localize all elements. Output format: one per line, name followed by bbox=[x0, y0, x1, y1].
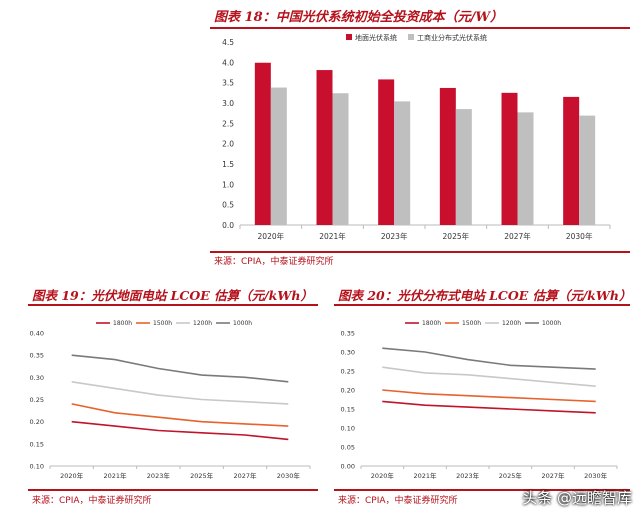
figure-18-title: 图表 18：中国光伏系统初始全投资成本（元/W） bbox=[214, 10, 503, 25]
figure-20-bottom-rule bbox=[334, 489, 630, 491]
bar-ground-pv bbox=[254, 62, 271, 225]
y-tick-label: 0.25 bbox=[30, 396, 44, 404]
y-tick-label: 0.05 bbox=[341, 444, 355, 452]
x-tick-label: 2025年 bbox=[443, 231, 470, 241]
x-tick-label: 2030年 bbox=[566, 231, 593, 241]
y-tick-label: 1.0 bbox=[222, 180, 234, 189]
bar-ground-pv bbox=[378, 79, 395, 225]
figure-19-title: 图表 19：光伏地面电站 LCOE 估算（元/kWh） bbox=[32, 288, 313, 303]
y-tick-label: 0.30 bbox=[30, 374, 44, 382]
y-tick-label: 0.20 bbox=[341, 387, 355, 395]
legend-label: 1500h bbox=[153, 320, 172, 327]
x-tick-label: 2023年 bbox=[381, 231, 408, 241]
x-tick-label: 2020年 bbox=[371, 471, 395, 480]
figure-19-bottom-rule bbox=[28, 489, 318, 491]
figure-19-source: 来源：CPIA，中泰证券研究所 bbox=[32, 496, 152, 506]
legend-label: 1500h bbox=[462, 320, 481, 327]
legend-label: 工商业分布式光伏系统 bbox=[417, 33, 487, 42]
y-tick-label: 0.10 bbox=[30, 463, 44, 471]
bar-distributed-pv bbox=[517, 112, 534, 225]
y-tick-label: 1.5 bbox=[222, 160, 234, 169]
figure-20-top-rule bbox=[334, 304, 630, 306]
y-tick-label: 2.5 bbox=[222, 119, 234, 128]
figure-19-top-rule bbox=[28, 304, 318, 306]
legend-label: 1000h bbox=[233, 320, 252, 327]
y-tick-label: 0.20 bbox=[30, 418, 44, 426]
series-line-1000h bbox=[382, 347, 596, 370]
x-tick-label: 2020年 bbox=[60, 471, 84, 480]
x-tick-label: 2023年 bbox=[456, 471, 480, 480]
y-tick-label: 3.5 bbox=[222, 79, 234, 88]
y-tick-label: 0.0 bbox=[222, 221, 234, 230]
bar-ground-pv bbox=[316, 70, 333, 225]
legend-swatch bbox=[408, 34, 414, 40]
figure-18-source: 来源：CPIA，中泰证券研究所 bbox=[214, 257, 334, 267]
y-tick-label: 0.35 bbox=[341, 330, 355, 338]
bar-distributed-pv bbox=[455, 109, 472, 225]
figure-20-title: 图表 20：光伏分布式电站 LCOE 估算（元/kWh） bbox=[338, 288, 632, 303]
bar-distributed-pv bbox=[394, 101, 411, 225]
figure-18-bottom-rule bbox=[210, 251, 630, 253]
series-line-1800h bbox=[71, 420, 289, 441]
legend-swatch bbox=[346, 34, 352, 40]
x-tick-label: 2030年 bbox=[277, 471, 301, 480]
x-tick-label: 2020年 bbox=[258, 231, 285, 241]
y-tick-label: 0.30 bbox=[341, 349, 355, 357]
x-tick-label: 2027年 bbox=[233, 471, 257, 480]
series-line-1800h bbox=[382, 400, 596, 414]
y-tick-label: 0.10 bbox=[341, 425, 355, 433]
series-line-1500h bbox=[382, 389, 596, 403]
y-tick-label: 3.0 bbox=[222, 99, 234, 108]
bar-ground-pv bbox=[501, 92, 518, 225]
x-tick-label: 2025年 bbox=[499, 471, 523, 480]
figure-20-source: 来源：CPIA，中泰证券研究所 bbox=[338, 496, 458, 506]
x-tick-label: 2025年 bbox=[190, 471, 214, 480]
watermark: 头条 @远瞻智库 bbox=[522, 489, 632, 507]
y-tick-label: 4.0 bbox=[222, 58, 234, 67]
bar-ground-pv bbox=[439, 87, 456, 225]
bar-distributed-pv bbox=[579, 115, 596, 225]
x-tick-label: 2021年 bbox=[103, 471, 127, 480]
bar-ground-pv bbox=[563, 96, 580, 226]
legend-label: 1000h bbox=[542, 320, 561, 327]
x-tick-label: 2027年 bbox=[541, 471, 565, 480]
legend-label: 1800h bbox=[422, 320, 441, 327]
y-tick-label: 0.35 bbox=[30, 352, 44, 360]
y-tick-label: 0.25 bbox=[341, 368, 355, 376]
x-tick-label: 2021年 bbox=[413, 471, 437, 480]
legend-label: 1200h bbox=[193, 320, 212, 327]
x-tick-label: 2027年 bbox=[504, 231, 531, 241]
bar-distributed-pv bbox=[270, 87, 287, 226]
y-tick-label: 0.15 bbox=[30, 440, 44, 448]
y-tick-label: 4.5 bbox=[222, 38, 234, 47]
y-tick-label: 0.15 bbox=[341, 406, 355, 414]
bar-distributed-pv bbox=[332, 93, 349, 226]
series-line-1500h bbox=[71, 403, 289, 427]
series-line-1000h bbox=[71, 354, 289, 383]
y-tick-label: 0.5 bbox=[222, 201, 234, 210]
series-line-1200h bbox=[382, 366, 596, 387]
x-tick-label: 2030年 bbox=[584, 471, 608, 480]
y-tick-label: 0.00 bbox=[341, 463, 355, 471]
y-tick-label: 0.40 bbox=[30, 330, 44, 338]
x-tick-label: 2021年 bbox=[319, 231, 346, 241]
legend-label: 1800h bbox=[113, 320, 132, 327]
legend-label: 1200h bbox=[502, 320, 521, 327]
y-tick-label: 2.0 bbox=[222, 140, 234, 149]
series-line-1200h bbox=[71, 381, 289, 405]
legend-label: 地面光伏系统 bbox=[355, 33, 397, 42]
figure-18-top-rule bbox=[210, 27, 630, 29]
x-tick-label: 2023年 bbox=[147, 471, 171, 480]
